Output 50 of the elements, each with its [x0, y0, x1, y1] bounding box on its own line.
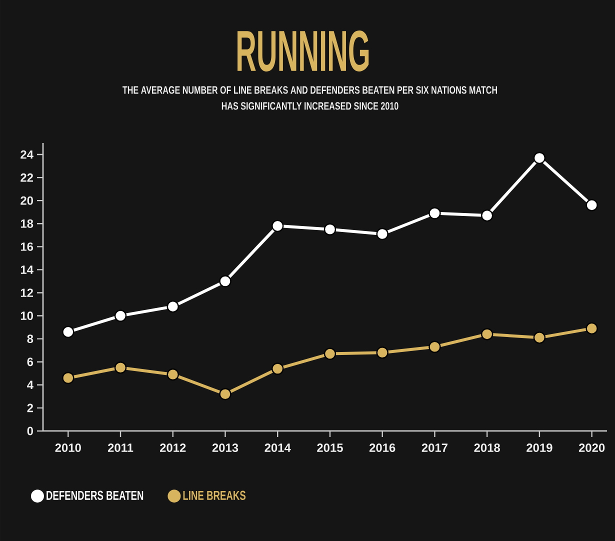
chart-title: RUNNING	[238, 30, 369, 72]
y-tick-label: 4	[27, 380, 34, 390]
y-tick-label: 12	[20, 288, 34, 297]
point	[324, 223, 336, 236]
y-tick-label: 24	[20, 150, 34, 159]
x-tick-label: 2014	[264, 444, 291, 452]
y-tick-label: 22	[20, 173, 34, 182]
point	[114, 310, 127, 322]
y-tick-label: 0	[27, 426, 33, 436]
point	[480, 209, 494, 222]
x-tick-label: 2018	[474, 444, 500, 452]
chart-subtitle: THE AVERAGE NUMBER OF LINE BREAKS AND DEFENDERS BEATEN PER SIX NATIONS MATCH HAS SIGNIFICANTLY INCREASED SINCE 2010	[122, 86, 497, 110]
point	[62, 372, 74, 384]
point	[586, 322, 598, 335]
x-tick-label: 2010	[55, 444, 81, 452]
point	[219, 275, 232, 288]
point	[586, 199, 598, 212]
x-tick-label: 2013	[212, 444, 238, 452]
point	[166, 300, 179, 313]
y-tick-label: 18	[20, 219, 34, 228]
x-tick-label: 2012	[160, 444, 186, 452]
point	[272, 220, 284, 232]
point	[272, 362, 284, 375]
y-tick-label: 2	[27, 404, 34, 412]
y-tick-label: 16	[20, 242, 34, 251]
point	[428, 207, 441, 220]
x-tick-label: 2016	[369, 444, 396, 452]
x-tick-label: 2019	[526, 444, 552, 452]
point	[219, 388, 232, 400]
point	[428, 340, 441, 353]
legend-label: DEFENDERS BEATEN	[46, 490, 144, 500]
y-tick-label: 8	[27, 334, 34, 344]
y-tick-label: 20	[20, 196, 33, 205]
y-tick-label: 6	[27, 358, 34, 366]
y-tick-label: 14	[20, 266, 34, 274]
point	[480, 328, 494, 340]
point	[533, 332, 546, 344]
x-tick-label: 2015	[317, 444, 343, 452]
point	[376, 228, 388, 240]
point	[324, 348, 336, 360]
point	[62, 326, 74, 338]
point	[533, 152, 546, 164]
point	[166, 368, 179, 381]
point	[376, 346, 388, 359]
y-tick-label: 10	[20, 312, 33, 320]
x-tick-label: 2011	[108, 444, 134, 452]
point	[114, 362, 127, 374]
x-tick-label: 2020	[578, 444, 605, 452]
x-tick-label: 2017	[422, 444, 448, 452]
legend-label: LINE BREAKS	[183, 490, 246, 500]
